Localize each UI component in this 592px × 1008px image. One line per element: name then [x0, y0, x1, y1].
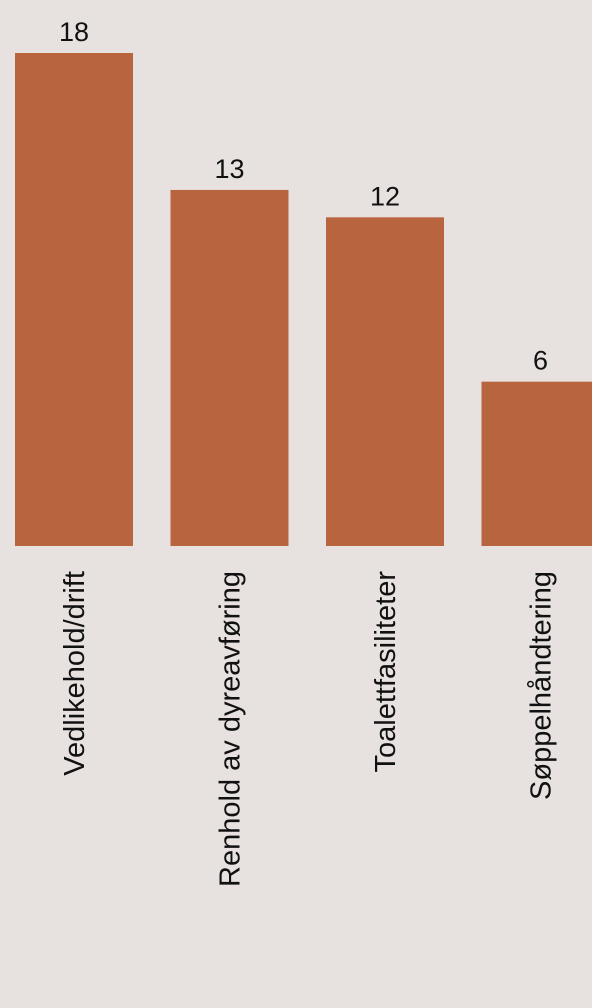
value-label-renhold-av-dyreavf-ring: 13	[214, 154, 244, 184]
bar-toalettfasiliteter	[326, 217, 444, 547]
value-label-vedlikehold-drift: 18	[59, 17, 89, 47]
value-labels-group: 18 13 12 6	[59, 17, 548, 376]
value-label-toalettfasiliteter: 12	[370, 181, 400, 211]
category-label-s-ppelh-ndtering: Søppelhåndtering	[526, 571, 558, 800]
value-label-s-ppelh-ndtering: 6	[533, 346, 548, 376]
bar-s-ppelh-ndtering	[481, 381, 592, 546]
bar-vedlikehold-drift	[15, 53, 133, 546]
category-labels-group: Vedlikehold/drift Renhold av dyreavføring…	[59, 571, 558, 887]
category-label-renhold-av-dyreavf-ring: Renhold av dyreavføring	[215, 571, 247, 887]
category-label-toalettfasiliteter: Toalettfasiliteter	[370, 571, 402, 773]
bar-renhold-av-dyreavf-ring	[170, 189, 289, 546]
category-label-vedlikehold-drift: Vedlikehold/drift	[59, 571, 91, 776]
bars-group	[15, 53, 592, 547]
